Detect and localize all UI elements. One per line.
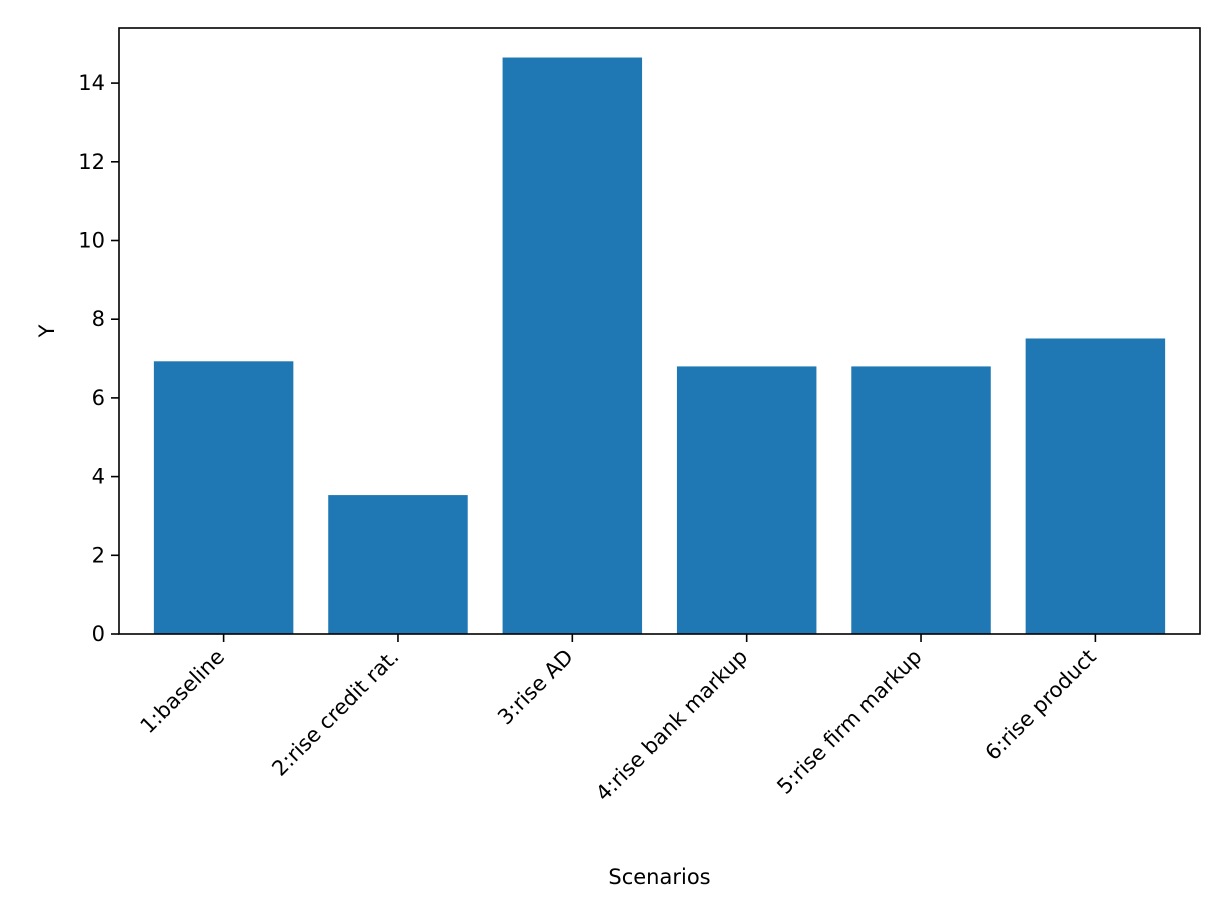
bar	[1025, 338, 1166, 634]
y-axis-title: Y	[35, 324, 59, 338]
bar	[153, 361, 294, 634]
y-ticks: 0 2 4 6 8 10 12 14	[78, 71, 119, 646]
bar	[851, 366, 991, 634]
y-tick-label: 8	[92, 307, 105, 331]
y-tick-label: 12	[78, 150, 105, 174]
y-tick-label: 10	[78, 228, 105, 252]
y-tick-label: 2	[92, 543, 105, 567]
y-tick-label: 6	[92, 386, 105, 410]
bar	[676, 366, 817, 634]
y-tick-label: 14	[78, 71, 105, 95]
y-tick-label: 4	[92, 465, 105, 489]
y-tick-label: 0	[92, 622, 105, 646]
plot-frame	[118, 27, 1201, 635]
bar	[328, 495, 468, 634]
bar	[502, 57, 643, 634]
x-axis-title: Scenarios	[608, 865, 710, 889]
bars-group	[153, 57, 1166, 634]
